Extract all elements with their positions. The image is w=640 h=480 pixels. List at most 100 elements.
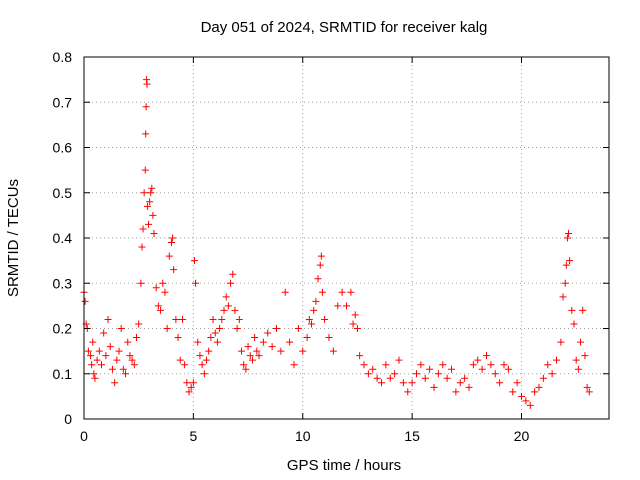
data-point <box>539 374 547 382</box>
data-point <box>557 338 565 346</box>
data-point <box>439 361 447 369</box>
data-point <box>448 365 455 373</box>
data-point <box>90 370 98 378</box>
data-point <box>207 334 215 342</box>
data-point <box>143 80 151 88</box>
data-point <box>430 383 438 391</box>
data-point <box>93 356 101 364</box>
data-point <box>130 361 138 369</box>
x-tick-label: 5 <box>189 428 197 444</box>
data-point <box>469 361 477 369</box>
data-point <box>128 356 136 364</box>
data-point <box>157 306 165 314</box>
data-point <box>115 347 123 355</box>
y-tick-label: 0.7 <box>53 94 73 110</box>
data-point <box>203 356 210 364</box>
data-point <box>310 306 318 314</box>
grid-lines <box>84 57 609 419</box>
data-point <box>568 306 576 314</box>
data-point <box>135 320 143 328</box>
data-point <box>561 279 569 287</box>
x-axis-label: GPS time / hours <box>287 457 401 474</box>
data-point <box>181 361 189 369</box>
data-point <box>585 388 593 396</box>
data-point <box>140 189 148 197</box>
data-point <box>183 379 191 387</box>
data-point <box>229 270 237 278</box>
data-point <box>89 338 97 346</box>
data-point <box>351 311 359 319</box>
data-point <box>142 130 150 138</box>
data-point <box>198 361 206 369</box>
data-point <box>240 361 248 369</box>
data-point <box>559 293 567 301</box>
data-point <box>259 338 267 346</box>
data-point <box>139 225 147 233</box>
data-point <box>378 379 385 387</box>
data-point <box>369 365 377 373</box>
data-point <box>141 166 149 174</box>
data-point <box>562 261 570 269</box>
data-point <box>316 261 324 269</box>
y-tick-label: 0.8 <box>53 49 73 65</box>
data-point <box>386 374 394 382</box>
data-point <box>373 374 381 382</box>
data-point <box>149 211 157 219</box>
data-point <box>264 329 272 337</box>
x-tick-label: 15 <box>404 428 420 444</box>
data-point <box>81 297 89 305</box>
data-point <box>189 379 197 387</box>
data-point <box>235 315 243 323</box>
data-point <box>194 338 202 346</box>
data-point <box>531 388 539 396</box>
data-point <box>452 388 460 396</box>
data-point <box>216 325 224 332</box>
x-tick-label: 0 <box>80 428 88 444</box>
data-point <box>526 401 534 409</box>
data-point <box>303 334 311 342</box>
data-point <box>255 352 263 360</box>
data-point <box>84 347 92 355</box>
data-points <box>80 76 593 409</box>
data-point <box>238 347 245 355</box>
data-point <box>583 383 591 391</box>
data-point <box>211 329 219 337</box>
data-point <box>382 361 390 369</box>
data-point <box>163 325 171 332</box>
data-point <box>360 361 368 369</box>
data-point <box>200 370 208 378</box>
data-point <box>190 257 198 265</box>
data-point <box>548 370 556 378</box>
data-point <box>119 365 127 373</box>
data-point <box>353 325 361 332</box>
data-point <box>518 392 525 400</box>
data-point <box>399 379 407 387</box>
data-point <box>553 356 560 364</box>
data-point <box>338 288 346 296</box>
data-point <box>535 383 543 391</box>
data-point <box>395 356 403 364</box>
data-point <box>513 379 521 387</box>
data-point <box>185 388 193 396</box>
data-point <box>95 347 103 355</box>
data-point <box>349 320 357 328</box>
data-point <box>213 338 221 346</box>
data-point <box>321 315 329 323</box>
data-point <box>124 338 132 346</box>
data-point <box>117 325 125 332</box>
data-point <box>98 361 105 369</box>
data-point <box>174 334 182 342</box>
data-point <box>159 279 167 287</box>
data-point <box>102 352 110 360</box>
data-point <box>356 352 364 360</box>
data-point <box>253 347 261 355</box>
data-point <box>565 229 573 237</box>
data-point <box>87 352 95 360</box>
data-point <box>487 361 495 369</box>
data-point <box>143 202 151 210</box>
data-point <box>294 325 302 332</box>
data-point <box>465 383 473 391</box>
data-point <box>544 361 552 369</box>
data-point <box>413 370 420 378</box>
data-point <box>434 370 442 378</box>
